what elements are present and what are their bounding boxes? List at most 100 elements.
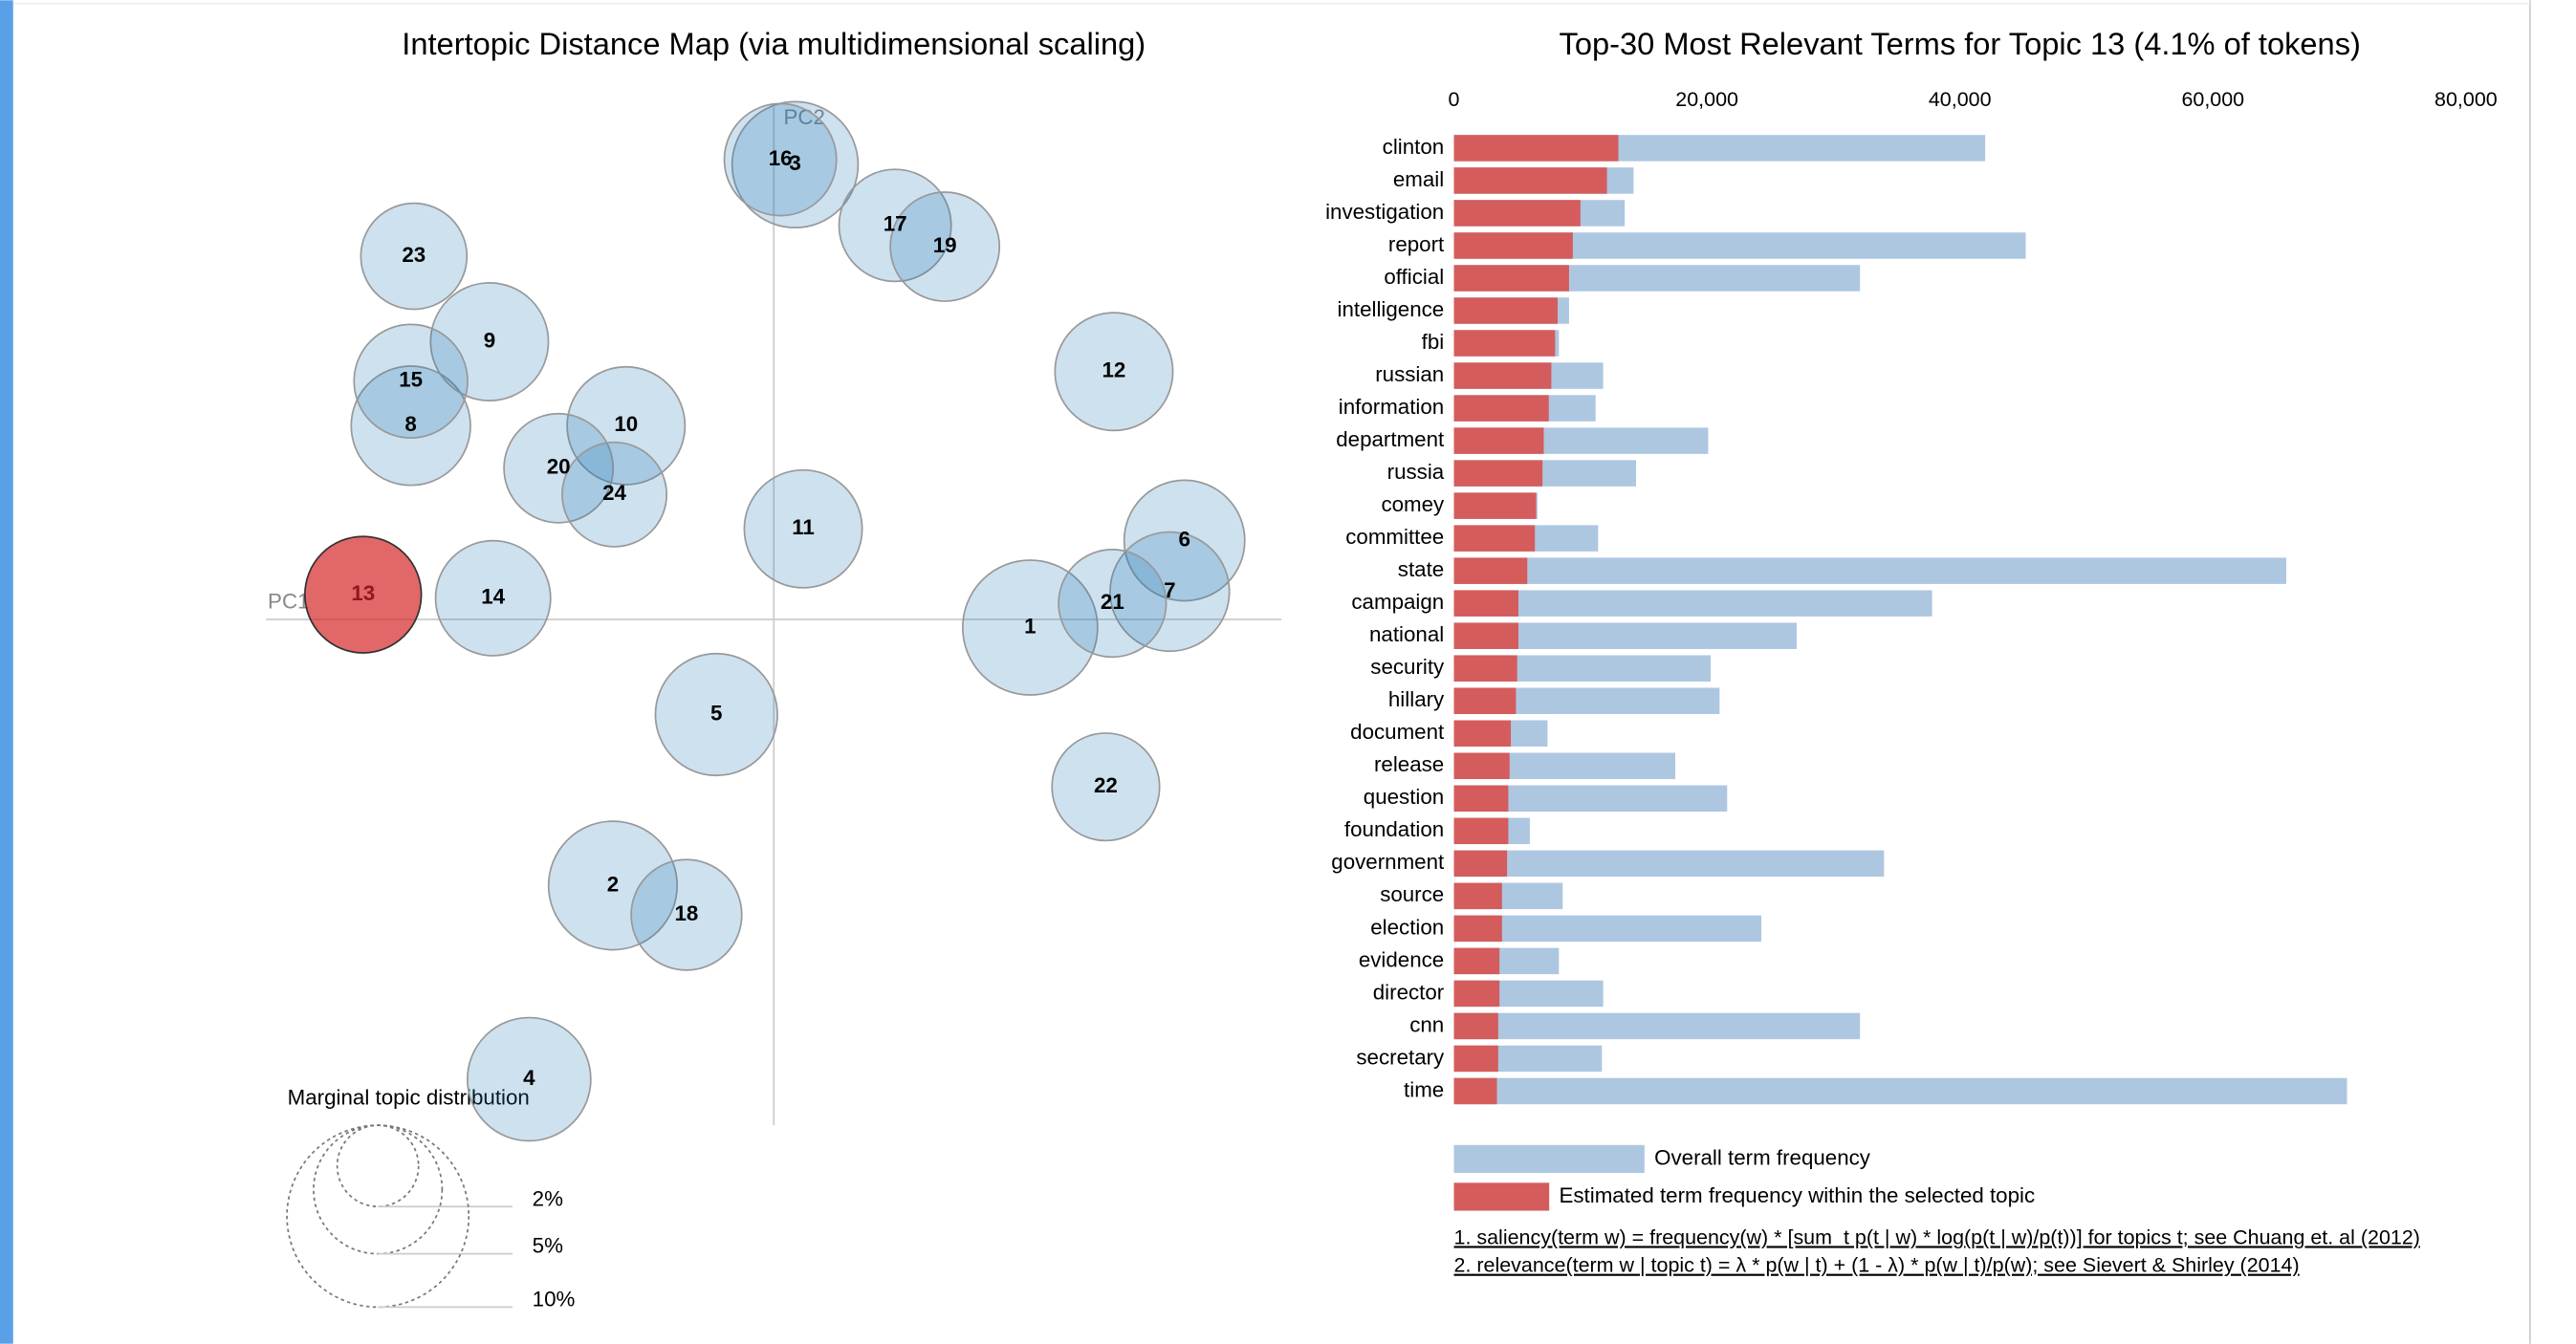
term-bar[interactable] xyxy=(1453,167,1607,194)
size-legend-circle xyxy=(336,1124,420,1208)
term-bar[interactable] xyxy=(1453,915,1762,943)
term-label[interactable]: clinton xyxy=(1383,135,1445,159)
term-label[interactable]: investigation xyxy=(1325,200,1444,224)
topic-bubble[interactable] xyxy=(466,1016,592,1142)
term-label[interactable]: director xyxy=(1373,980,1445,1004)
term-bar[interactable] xyxy=(1453,1012,1498,1040)
term-label[interactable]: department xyxy=(1336,427,1445,451)
term-bar[interactable] xyxy=(1453,850,1508,878)
term-label[interactable]: cnn xyxy=(1409,1012,1444,1036)
term-label[interactable]: russia xyxy=(1387,460,1445,484)
term-bar[interactable] xyxy=(1453,817,1509,845)
topic-bubble[interactable] xyxy=(630,858,743,971)
term-bar[interactable] xyxy=(1453,297,1559,324)
topic-bubble[interactable] xyxy=(303,535,423,654)
term-label[interactable]: foundation xyxy=(1344,817,1444,841)
topic-bubble[interactable] xyxy=(1058,548,1168,659)
size-legend-circle xyxy=(313,1124,444,1255)
term-bar[interactable] xyxy=(1453,395,1549,422)
term-bar[interactable] xyxy=(1453,752,1510,780)
topic-bubble[interactable] xyxy=(1051,732,1161,842)
term-bar[interactable] xyxy=(1453,1045,1498,1073)
term-bar[interactable] xyxy=(1453,687,1517,714)
term-bar[interactable] xyxy=(1453,850,1885,878)
size-legend-label: 10% xyxy=(533,1287,576,1311)
term-label[interactable]: source xyxy=(1380,882,1444,906)
term-label[interactable]: government xyxy=(1331,850,1445,874)
term-bar[interactable] xyxy=(1453,590,1932,617)
footnote-link[interactable]: 1. saliency(term w) = frequency(w) * [su… xyxy=(1454,1225,2420,1248)
topic-bubble[interactable] xyxy=(723,102,838,217)
term-bar[interactable] xyxy=(1453,492,1537,519)
term-label[interactable]: information xyxy=(1339,395,1444,419)
topic-bubble[interactable] xyxy=(1109,531,1231,653)
term-bar[interactable] xyxy=(1453,720,1512,748)
topic-label: 9 xyxy=(484,328,495,352)
topic-bubble[interactable] xyxy=(547,820,679,951)
footnote-link[interactable]: 2. relevance(term w | topic t) = λ * p(w… xyxy=(1454,1254,2300,1277)
term-label[interactable]: election xyxy=(1370,915,1444,939)
term-label[interactable]: document xyxy=(1350,720,1445,744)
topic-bubble[interactable] xyxy=(434,539,552,657)
term-bar[interactable] xyxy=(1453,655,1517,682)
term-label[interactable]: evidence xyxy=(1359,947,1444,971)
topic-bubble[interactable] xyxy=(566,365,687,486)
term-label[interactable]: report xyxy=(1388,232,1445,256)
term-bar[interactable] xyxy=(1453,525,1536,552)
term-label[interactable]: national xyxy=(1369,622,1444,646)
term-bar[interactable] xyxy=(1453,622,1518,649)
term-bar[interactable] xyxy=(1453,427,1544,454)
term-label[interactable]: campaign xyxy=(1351,590,1444,614)
topic-bubble[interactable] xyxy=(743,468,863,589)
term-bar[interactable] xyxy=(1453,915,1502,943)
term-bar[interactable] xyxy=(1453,460,1543,487)
term-bar[interactable] xyxy=(1453,1077,1497,1105)
term-bar[interactable] xyxy=(1453,232,1573,259)
term-label[interactable]: russian xyxy=(1375,362,1444,386)
topic-label: 6 xyxy=(1179,527,1190,551)
term-label[interactable]: security xyxy=(1370,655,1445,679)
size-legend-title: Marginal topic distribution xyxy=(288,1086,530,1110)
topic-bubble[interactable] xyxy=(961,559,1099,696)
topic-bubble[interactable] xyxy=(350,365,471,487)
term-label[interactable]: intelligence xyxy=(1338,297,1445,321)
x-tick-label: 0 xyxy=(1449,88,1460,111)
term-bar[interactable] xyxy=(1453,980,1500,1008)
term-bar[interactable] xyxy=(1453,135,1619,162)
term-label[interactable]: official xyxy=(1384,265,1444,289)
term-label[interactable]: hillary xyxy=(1388,687,1445,711)
topic-bubble[interactable] xyxy=(353,323,469,440)
topic-label: 18 xyxy=(674,901,698,925)
topic-bubble[interactable] xyxy=(429,282,550,401)
term-label[interactable]: fbi xyxy=(1422,330,1445,354)
term-bar[interactable] xyxy=(1453,265,1569,292)
term-bar[interactable] xyxy=(1453,200,1581,227)
term-label[interactable]: secretary xyxy=(1356,1045,1445,1069)
term-bar[interactable] xyxy=(1453,362,1552,389)
term-bar[interactable] xyxy=(1453,1077,2347,1105)
term-bar[interactable] xyxy=(1453,557,1528,584)
term-label[interactable]: state xyxy=(1398,557,1444,581)
term-label[interactable]: question xyxy=(1364,785,1444,809)
topic-bubble[interactable] xyxy=(503,412,615,524)
topic-bubble[interactable] xyxy=(360,202,469,311)
topic-bubble[interactable] xyxy=(1054,312,1174,432)
term-label[interactable]: comey xyxy=(1381,492,1445,516)
term-bar[interactable] xyxy=(1453,330,1556,357)
term-bar[interactable] xyxy=(1453,590,1518,617)
legend-label: Overall term frequency xyxy=(1654,1145,1871,1169)
term-bar[interactable] xyxy=(1453,947,1500,975)
topic-bubble[interactable] xyxy=(889,191,1001,302)
topic-bubble[interactable] xyxy=(731,100,860,229)
term-label[interactable]: committee xyxy=(1345,525,1444,549)
term-bar[interactable] xyxy=(1453,882,1502,910)
term-bar[interactable] xyxy=(1453,557,2287,584)
term-bar[interactable] xyxy=(1453,1012,1861,1040)
topic-bubble[interactable] xyxy=(561,441,668,548)
topic-bubble[interactable] xyxy=(654,652,778,777)
term-label[interactable]: release xyxy=(1374,752,1444,776)
term-bar[interactable] xyxy=(1453,785,1509,813)
term-label[interactable]: email xyxy=(1393,167,1444,191)
term-label[interactable]: time xyxy=(1404,1077,1444,1101)
